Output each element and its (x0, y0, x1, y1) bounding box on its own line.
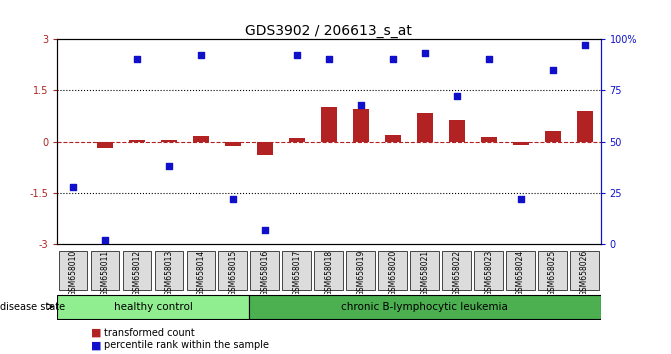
Text: ■: ■ (91, 328, 101, 338)
Bar (321, 107, 337, 142)
Bar (480, 137, 497, 142)
Text: GSM658010: GSM658010 (68, 250, 78, 296)
Text: GSM658013: GSM658013 (164, 250, 173, 296)
Bar (353, 109, 369, 142)
FancyBboxPatch shape (315, 251, 343, 290)
FancyBboxPatch shape (282, 251, 311, 290)
FancyBboxPatch shape (474, 251, 503, 290)
Bar (289, 138, 305, 142)
Text: GSM658021: GSM658021 (420, 250, 429, 296)
FancyBboxPatch shape (442, 251, 471, 290)
Text: GSM658014: GSM658014 (197, 250, 205, 296)
Text: GSM658018: GSM658018 (324, 250, 333, 296)
Bar (576, 111, 592, 142)
Text: GSM658015: GSM658015 (228, 250, 238, 296)
Text: chronic B-lymphocytic leukemia: chronic B-lymphocytic leukemia (342, 302, 508, 312)
FancyBboxPatch shape (570, 251, 599, 290)
Point (195, 52, 206, 58)
Bar (384, 136, 401, 142)
Bar (193, 136, 209, 142)
Point (579, 42, 590, 48)
Text: GSM658025: GSM658025 (548, 250, 557, 296)
Point (68, 184, 79, 190)
Bar (129, 140, 145, 142)
FancyBboxPatch shape (187, 251, 215, 290)
Bar (513, 142, 529, 145)
Text: GSM658012: GSM658012 (132, 250, 142, 296)
Point (291, 52, 302, 58)
FancyBboxPatch shape (378, 251, 407, 290)
Text: GSM658026: GSM658026 (580, 250, 589, 296)
Point (548, 67, 558, 73)
Text: GSM658024: GSM658024 (516, 250, 525, 296)
FancyBboxPatch shape (219, 251, 247, 290)
Text: GSM658017: GSM658017 (293, 250, 301, 296)
FancyBboxPatch shape (91, 251, 119, 290)
Text: GSM658016: GSM658016 (260, 250, 269, 296)
Point (323, 57, 334, 62)
Text: disease state: disease state (0, 302, 65, 312)
Text: ■: ■ (91, 340, 101, 350)
Bar (545, 131, 560, 142)
Text: GSM658011: GSM658011 (101, 250, 109, 296)
Point (99, 237, 110, 243)
Text: transformed count: transformed count (104, 328, 195, 338)
Bar (449, 120, 464, 142)
Point (356, 102, 366, 108)
FancyBboxPatch shape (538, 251, 567, 290)
FancyBboxPatch shape (249, 295, 601, 319)
FancyBboxPatch shape (58, 251, 87, 290)
Bar (161, 140, 177, 142)
Bar (257, 142, 273, 155)
Point (164, 164, 174, 169)
Text: GSM658023: GSM658023 (484, 250, 493, 296)
Text: healthy control: healthy control (113, 302, 193, 312)
Text: GSM658019: GSM658019 (356, 250, 365, 296)
Bar (97, 142, 113, 148)
FancyBboxPatch shape (57, 295, 249, 319)
FancyBboxPatch shape (250, 251, 279, 290)
Bar (225, 142, 241, 146)
FancyBboxPatch shape (506, 251, 535, 290)
Text: GSM658022: GSM658022 (452, 250, 461, 296)
FancyBboxPatch shape (346, 251, 375, 290)
FancyBboxPatch shape (154, 251, 183, 290)
Point (483, 57, 494, 62)
Bar (417, 113, 433, 142)
Point (260, 227, 270, 233)
Point (227, 196, 238, 202)
Title: GDS3902 / 206613_s_at: GDS3902 / 206613_s_at (246, 24, 412, 38)
FancyBboxPatch shape (123, 251, 152, 290)
Point (452, 93, 462, 99)
Point (515, 196, 526, 202)
Text: GSM658020: GSM658020 (389, 250, 397, 296)
FancyBboxPatch shape (411, 251, 439, 290)
Point (387, 57, 398, 62)
Text: percentile rank within the sample: percentile rank within the sample (104, 340, 269, 350)
Point (132, 57, 142, 62)
Point (419, 51, 430, 56)
